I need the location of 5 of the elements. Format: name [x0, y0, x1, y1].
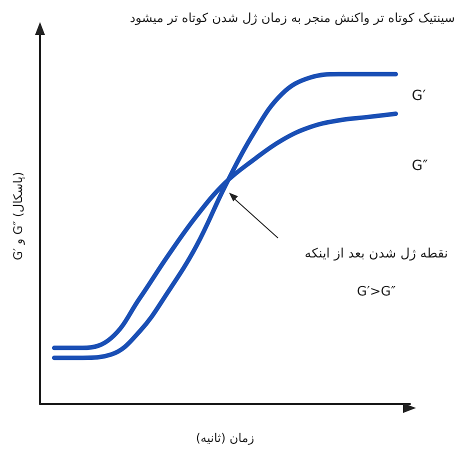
- series-label: G′: [412, 88, 426, 104]
- x-axis-title: زمان (ثانیه): [196, 431, 254, 445]
- chart-title: سینتیک کوتاه تر واکنش منجر به زمان ژل شدن کوتاه تر میشود: [130, 10, 456, 26]
- text: G″: [412, 158, 428, 174]
- y-axis-title: G′ و G″ (پاسکال): [11, 172, 25, 260]
